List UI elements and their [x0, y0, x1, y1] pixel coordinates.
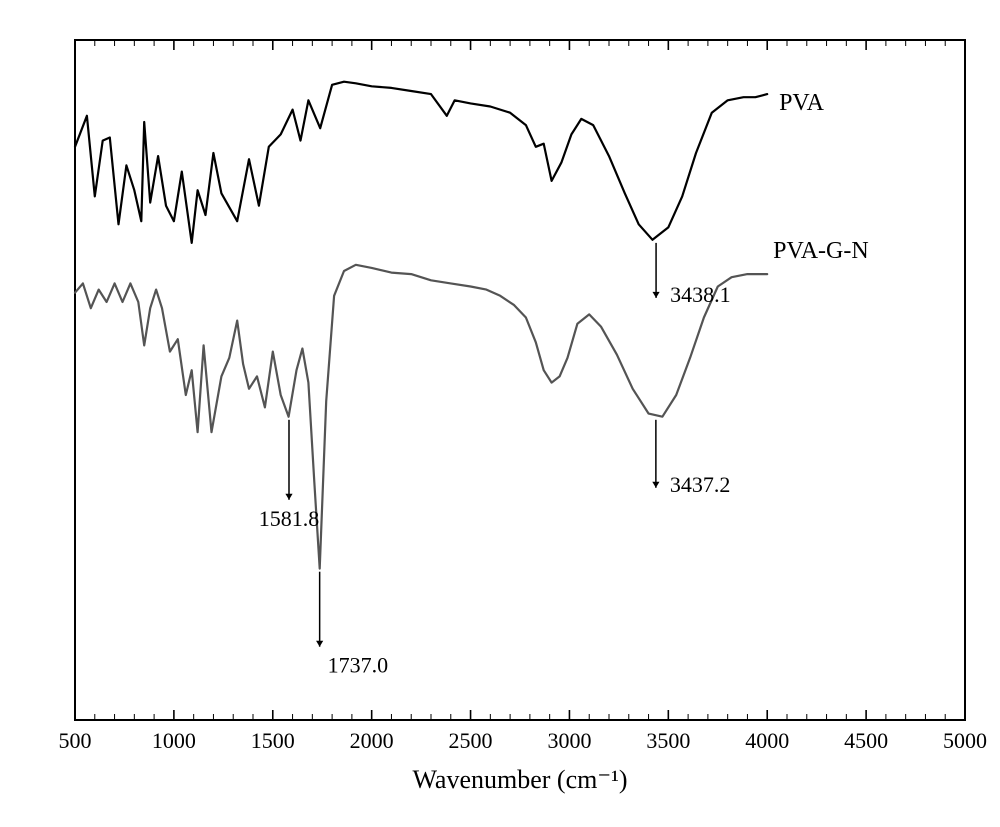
annotation-1581: 1581.8 [259, 506, 320, 531]
series-label-pva: PVA [779, 90, 825, 116]
x-tick-label: 4000 [745, 728, 789, 753]
x-tick-label: 3500 [646, 728, 690, 753]
x-tick-label: 3000 [547, 728, 591, 753]
x-tick-label: 5000 [943, 728, 987, 753]
x-tick-label: 500 [59, 728, 92, 753]
annotation-1737: 1737.0 [328, 653, 389, 678]
x-tick-label: 2000 [350, 728, 394, 753]
series-label-pvagn: PVA-G-N [773, 238, 869, 264]
x-axis-label: Wavenumber (cm⁻¹) [412, 765, 627, 794]
x-tick-label: 1500 [251, 728, 295, 753]
x-tick-label: 1000 [152, 728, 196, 753]
x-tick-label: 4500 [844, 728, 888, 753]
ir-spectrum-chart: 500 1000 1500 2000 2500 3000 3500 4000 4500 5000 W… [0, 0, 1000, 827]
annotation-3437: 3437.2 [670, 472, 731, 497]
annotation-3438: 3438.1 [670, 282, 731, 307]
x-tick-label: 2500 [449, 728, 493, 753]
